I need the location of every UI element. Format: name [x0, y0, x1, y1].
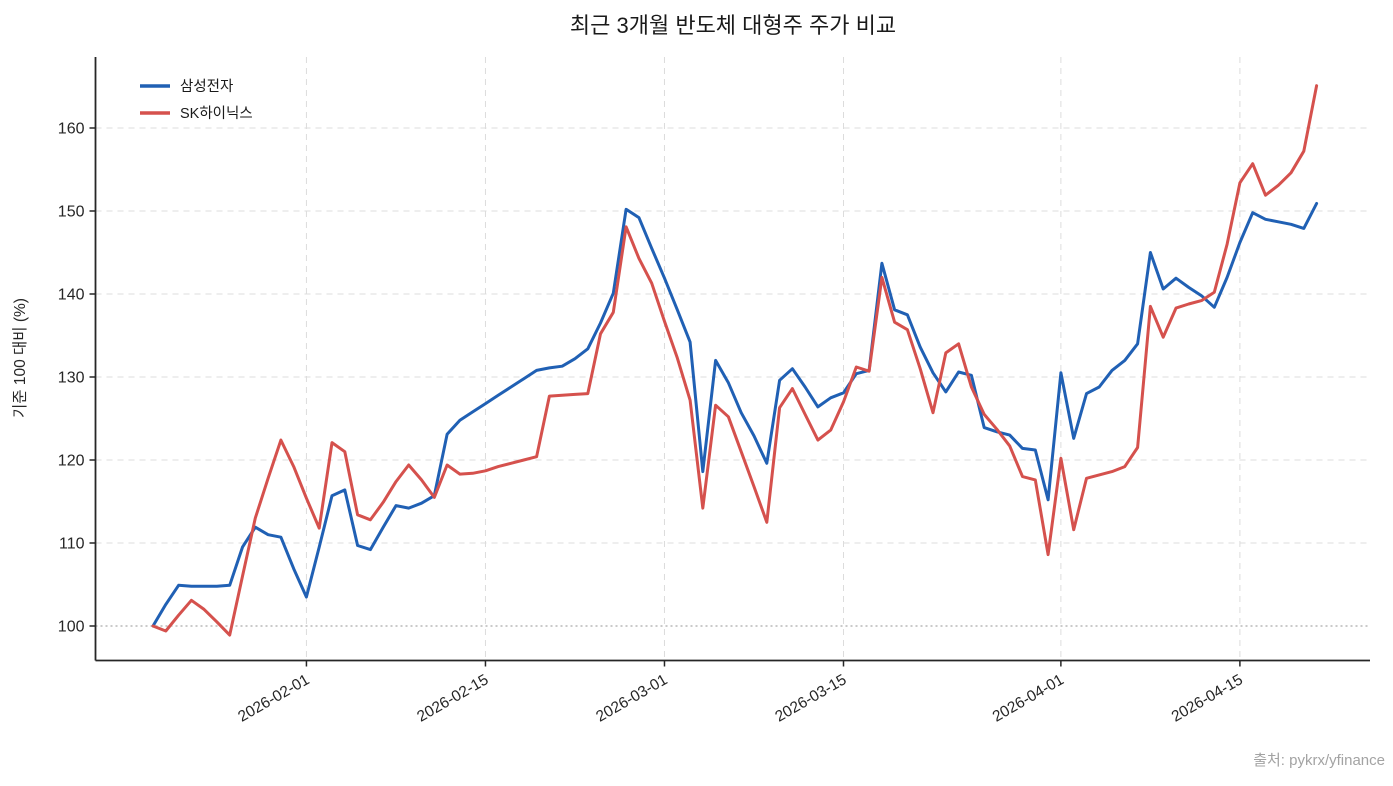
legend: 삼성전자 SK하이닉스 [140, 78, 253, 122]
chart-title: 최근 3개월 반도체 대형주 주가 비교 [570, 13, 896, 38]
series-line-0 [151, 202, 1319, 628]
y-tick-label: 150 [58, 204, 85, 221]
y-tick-label: 110 [59, 536, 85, 553]
y-tick-label: 130 [58, 370, 85, 387]
y-tick-label: 120 [58, 453, 85, 470]
legend-label-0: 삼성전자 [180, 78, 233, 95]
y-tick-label: 100 [58, 619, 85, 636]
x-tick-label: 2026-03-01 [593, 671, 670, 725]
axes-layer [89, 57, 1370, 667]
series-line-1 [151, 84, 1319, 637]
x-tick-label: 2026-03-15 [772, 671, 849, 725]
x-tick-label: 2026-04-01 [990, 671, 1067, 725]
legend-label-1: SK하이닉스 [180, 105, 253, 122]
x-tick-label: 2026-02-01 [235, 671, 312, 725]
series-layer [151, 84, 1319, 637]
source-caption: 출처: pykrx/yfinance [1253, 752, 1385, 769]
y-axis-label: 기준 100 대비 (%) [11, 298, 29, 418]
grid-layer [95, 57, 1370, 661]
x-tick-label: 2026-02-15 [414, 671, 491, 725]
y-tick-label: 160 [58, 121, 85, 138]
x-tick-label: 2026-04-15 [1169, 671, 1246, 725]
y-tick-label: 140 [58, 287, 85, 304]
